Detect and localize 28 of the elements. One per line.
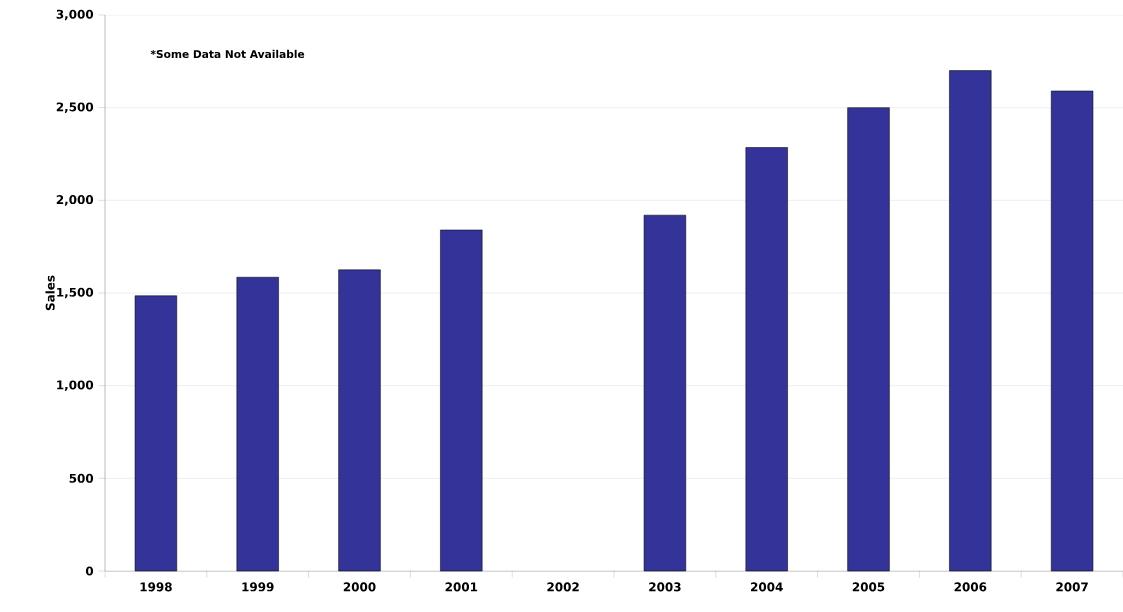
y-tick-label: 0 <box>85 566 94 576</box>
y-axis-title: Sales <box>45 275 55 311</box>
x-tick-label: 2004 <box>751 582 783 592</box>
bar <box>949 70 992 572</box>
bar <box>236 276 279 572</box>
bar <box>134 295 178 572</box>
bar <box>1050 90 1094 572</box>
y-tick-label: 1,000 <box>57 380 94 391</box>
y-tick-label: 2,000 <box>56 195 94 206</box>
y-tick-label: 2,500 <box>56 102 94 113</box>
y-tick-label: 3,000 <box>56 9 94 21</box>
x-tick-label: 2006 <box>954 582 987 592</box>
bar <box>847 107 890 572</box>
x-tick-label: 2000 <box>343 582 376 592</box>
x-tick-label: 1998 <box>140 582 172 592</box>
y-tick-label: 1,500 <box>57 287 94 299</box>
bar <box>745 147 788 572</box>
x-tick-label: 2007 <box>1056 582 1088 592</box>
x-tick-label: 1999 <box>242 582 274 592</box>
y-tick-label: 500 <box>69 473 94 483</box>
x-tick-label: 2005 <box>852 582 885 592</box>
x-tick-label: 2002 <box>547 582 579 592</box>
annotation: *Some Data Not Available <box>150 49 305 59</box>
bar <box>643 214 687 572</box>
x-tick-label: 2001 <box>445 582 478 592</box>
bar <box>338 269 381 572</box>
x-tick-label: 2003 <box>649 582 681 592</box>
bar <box>440 229 483 572</box>
